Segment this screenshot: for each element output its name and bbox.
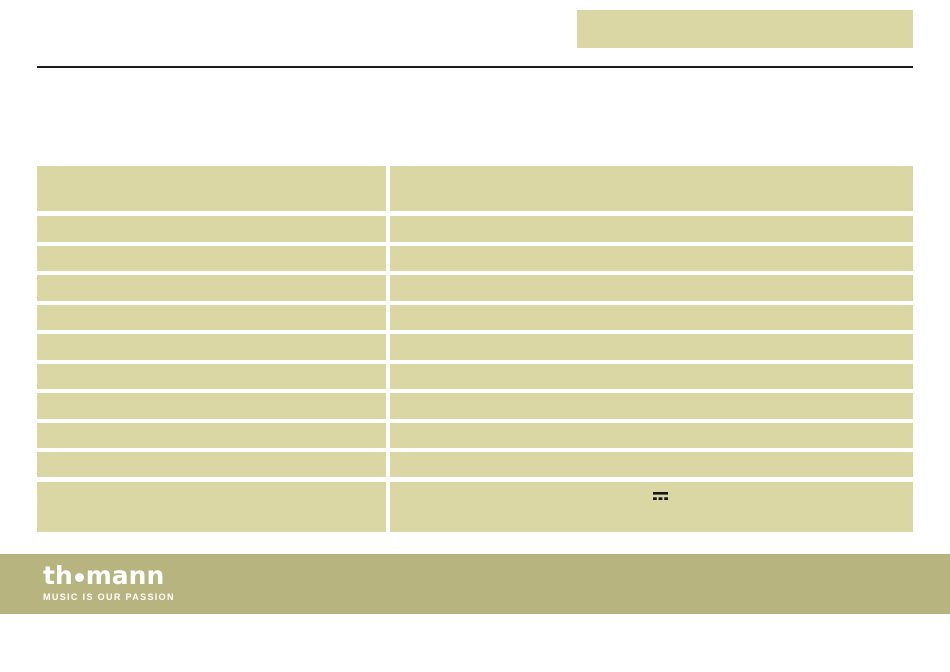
spec-value-cell bbox=[390, 216, 913, 242]
spec-label-cell bbox=[37, 216, 386, 242]
logo-dot-icon bbox=[74, 573, 84, 582]
spec-label-cell bbox=[37, 393, 386, 419]
spec-value-cell bbox=[390, 166, 913, 211]
spec-label-cell bbox=[37, 275, 386, 301]
spec-value-cell bbox=[390, 246, 913, 271]
spec-value-cell bbox=[390, 452, 913, 477]
spec-value-cell bbox=[390, 305, 913, 330]
table-row bbox=[37, 334, 913, 360]
logo-text-th: th bbox=[43, 561, 73, 590]
table-row bbox=[37, 166, 913, 211]
header-highlight-box bbox=[577, 10, 913, 48]
logo-wordmark: th mann bbox=[43, 563, 175, 588]
spec-label-cell bbox=[37, 423, 386, 448]
dc-voltage-icon bbox=[653, 492, 668, 500]
spec-label-cell bbox=[37, 305, 386, 330]
spec-label-cell bbox=[37, 246, 386, 271]
logo-text-mann: mann bbox=[85, 561, 165, 590]
spec-value-cell bbox=[390, 364, 913, 389]
specifications-table bbox=[37, 0, 913, 545]
logo-tagline: MUSIC IS OUR PASSION bbox=[43, 592, 175, 602]
spec-label-cell bbox=[37, 334, 386, 360]
thomann-logo: th mann MUSIC IS OUR PASSION bbox=[43, 563, 175, 602]
table-row bbox=[37, 216, 913, 242]
table-row bbox=[37, 275, 913, 301]
table-row bbox=[37, 305, 913, 330]
spec-value-cell bbox=[390, 275, 913, 301]
spec-value-cell bbox=[390, 423, 913, 448]
spec-value-cell bbox=[390, 482, 913, 532]
table-row bbox=[37, 482, 913, 532]
spec-label-cell bbox=[37, 452, 386, 477]
table-row bbox=[37, 423, 913, 448]
spec-label-cell bbox=[37, 364, 386, 389]
table-row bbox=[37, 246, 913, 271]
footer-band: th mann MUSIC IS OUR PASSION bbox=[0, 554, 950, 614]
table-row bbox=[37, 452, 913, 477]
table-row bbox=[37, 393, 913, 419]
spec-value-cell bbox=[390, 334, 913, 360]
header-rule bbox=[37, 66, 913, 68]
spec-value-cell bbox=[390, 393, 913, 419]
spec-label-cell bbox=[37, 482, 386, 532]
table-row bbox=[37, 364, 913, 389]
spec-label-cell bbox=[37, 166, 386, 211]
